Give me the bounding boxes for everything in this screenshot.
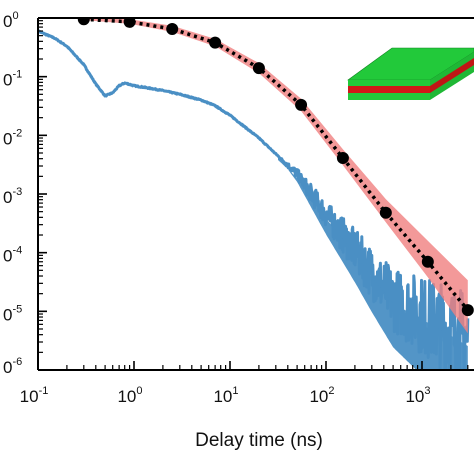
data-marker: [295, 98, 308, 111]
data-marker: [123, 18, 136, 28]
y-tick-exponent: -4: [12, 245, 22, 257]
data-marker: [77, 18, 90, 26]
y-tick-base: 0: [3, 247, 12, 266]
y-tick-base: 0: [3, 12, 12, 31]
inset-top-front: [348, 80, 430, 86]
y-tick-base: 0: [3, 358, 12, 377]
x-tick-exponent: -1: [39, 385, 49, 397]
model-band-area: [83, 18, 468, 334]
y-tick-base: 0: [3, 305, 12, 324]
plot-area: [38, 18, 474, 370]
y-tick-base: 0: [3, 188, 12, 207]
inset-side-red: [430, 58, 474, 93]
y-tick-label: 0-1: [3, 69, 22, 90]
data-marker: [209, 36, 222, 49]
x-tick-exponent: 1: [232, 385, 238, 397]
model-line: [83, 18, 470, 312]
y-tick-base: 0: [3, 71, 12, 90]
data-marker: [379, 206, 392, 219]
inset-middle-front: [348, 86, 430, 93]
y-tick-label: 00: [3, 10, 19, 31]
x-tick-label: 100: [117, 385, 142, 406]
y-tick-label: 0-4: [3, 245, 22, 266]
y-tick-base: 0: [3, 129, 12, 148]
x-tick-base: 10: [309, 387, 328, 406]
y-tick-exponent: -1: [12, 69, 22, 81]
inset-bottom-front: [348, 93, 430, 100]
x-tick-base: 10: [405, 387, 424, 406]
data-marker: [336, 152, 349, 165]
y-ticks: 000-10-20-30-40-50-6: [3, 10, 47, 377]
y-tick-exponent: -2: [12, 127, 22, 139]
y-tick-label: 0-3: [3, 186, 22, 207]
data-marker: [461, 304, 474, 317]
model-fit-line: [83, 18, 470, 312]
x-tick-label: 10-1: [20, 385, 49, 406]
x-tick-label: 101: [213, 385, 238, 406]
x-tick-base: 10: [213, 387, 232, 406]
model-band: [83, 18, 468, 334]
x-tick-exponent: 0: [136, 385, 142, 397]
y-tick-exponent: -5: [12, 303, 22, 315]
y-tick-label: 0-2: [3, 127, 22, 148]
measured-noise-fill: [278, 156, 468, 370]
x-ticks: 10-1 100 101 102 103: [20, 361, 469, 406]
y-tick-exponent: 0: [12, 10, 18, 22]
x-tick-base: 10: [117, 387, 136, 406]
x-tick-exponent: 3: [424, 385, 430, 397]
y-tick-label: 0-5: [3, 303, 22, 324]
x-tick-exponent: 2: [328, 385, 334, 397]
data-marker: [166, 22, 179, 35]
x-tick-base: 10: [20, 387, 39, 406]
y-tick-label: 0-6: [3, 356, 22, 377]
marker-series: [77, 18, 474, 317]
data-marker: [252, 62, 265, 75]
y-tick-exponent: -3: [12, 186, 22, 198]
layer-stack-inset: [347, 47, 474, 100]
data-marker: [421, 255, 434, 268]
y-tick-exponent: -6: [12, 356, 22, 368]
x-tick-label: 103: [405, 385, 430, 406]
x-axis-title: Delay time (ns): [195, 430, 323, 451]
x-tick-label: 102: [309, 385, 334, 406]
measured-series: [38, 29, 470, 370]
